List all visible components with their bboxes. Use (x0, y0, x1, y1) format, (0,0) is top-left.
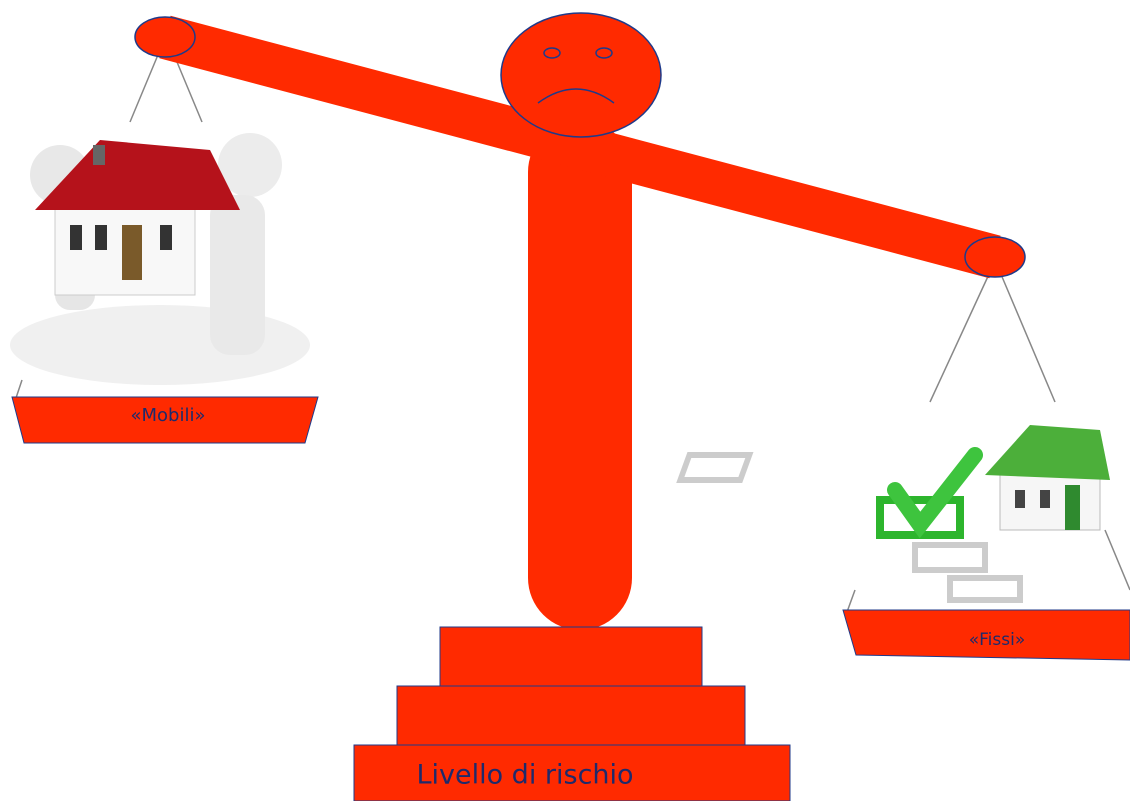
stem (528, 120, 632, 630)
right-pan-label: «Fissi» (969, 630, 1026, 650)
sad-face (501, 13, 661, 137)
beam-end-left (135, 17, 195, 57)
base-step-middle (397, 686, 745, 746)
check-house-image (680, 425, 1110, 600)
moving-house-image (10, 133, 310, 385)
beam-end-right (965, 237, 1025, 277)
base-step-top (440, 627, 702, 687)
left-pan-label: «Mobili» (131, 405, 206, 426)
base-label: Livello di rischio (416, 760, 633, 791)
scale-diagram: «Mobili» «Fissi» Livello di rischio (0, 0, 1130, 801)
